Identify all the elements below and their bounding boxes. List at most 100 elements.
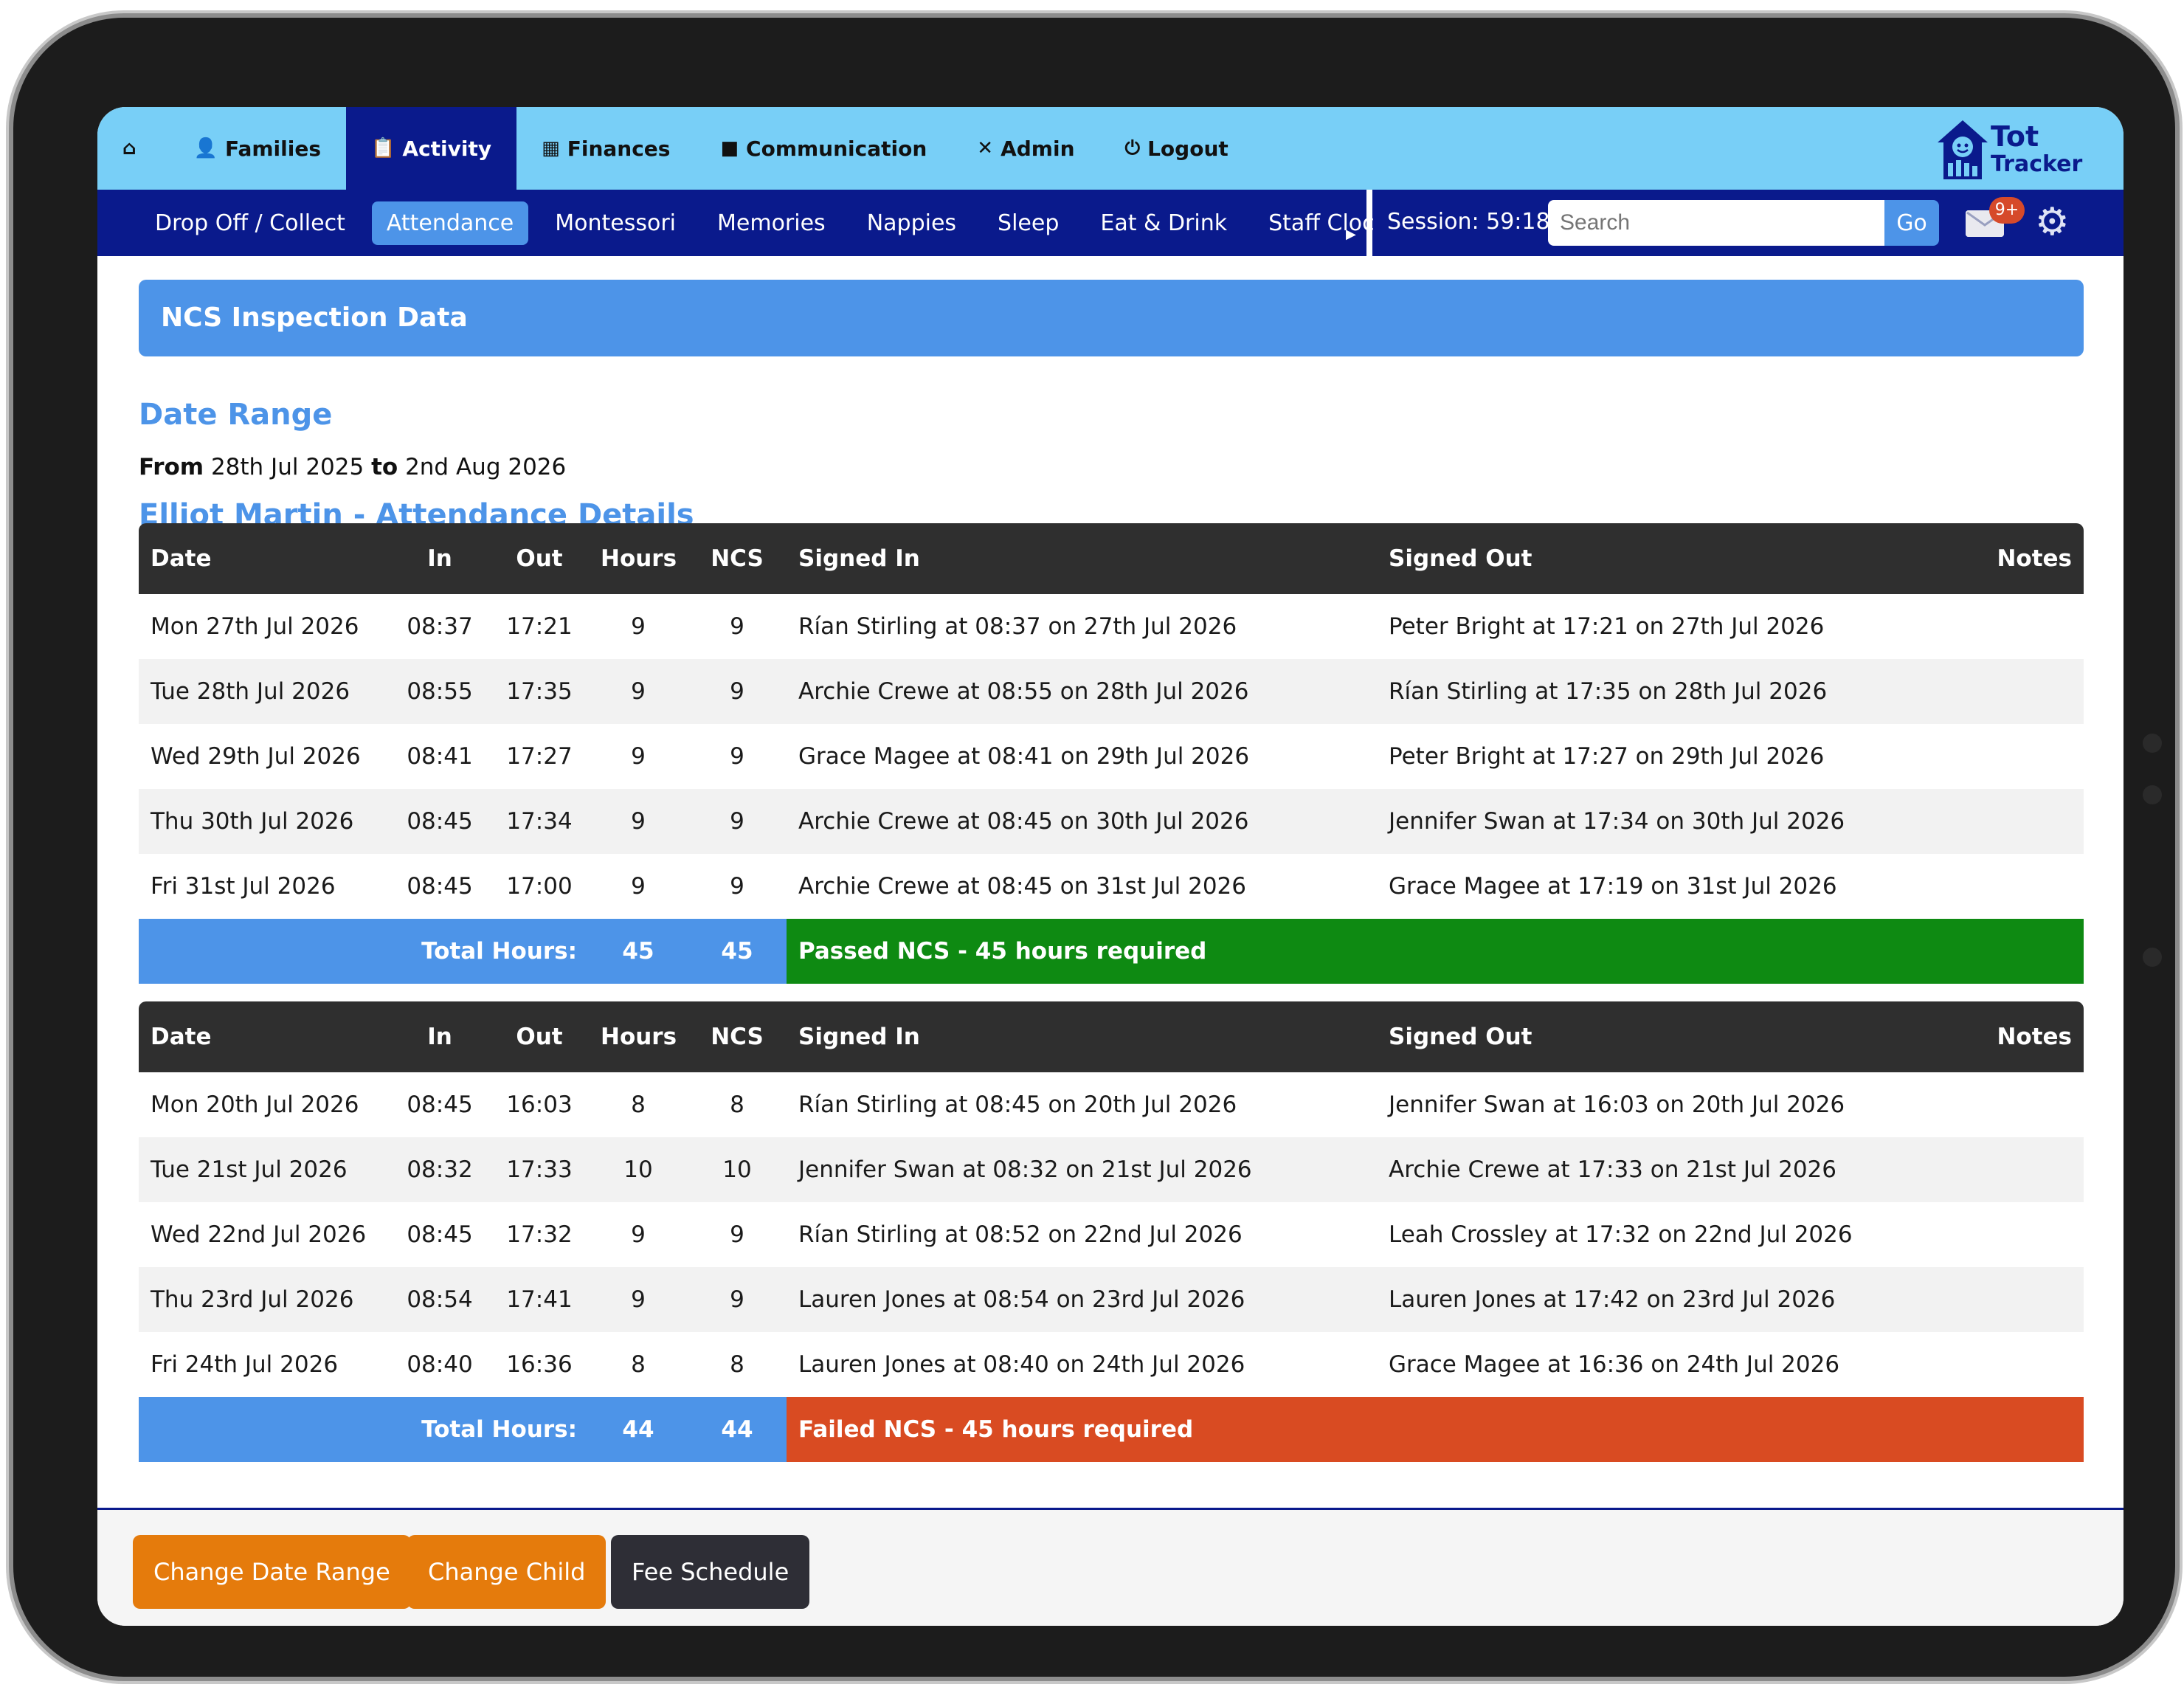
table-row[interactable]: Wed 22nd Jul 2026 08:45 17:32 9 9 Rían Stirli… — [139, 1202, 2084, 1267]
attendance-table: Date In Out Hours NCS Signed In Signed Out Note… — [139, 1001, 2084, 1462]
gear-icon[interactable]: ⚙ — [2035, 200, 2070, 244]
subnav-item-staff-cloc[interactable]: Staff Cloc — [1268, 210, 1375, 236]
subnav-item-sleep[interactable]: Sleep — [998, 210, 1060, 236]
column-header[interactable]: Date — [139, 523, 390, 594]
cell-date: Wed 29th Jul 2026 — [151, 743, 361, 770]
tot-tracker-logo[interactable]: Tot Tracker — [1935, 117, 2082, 181]
subnav-item-montessori[interactable]: Montessori — [555, 210, 677, 236]
cell-signed-in: Lauren Jones at 08:40 on 24th Jul 2026 — [798, 1351, 1245, 1378]
table-row[interactable]: Wed 29th Jul 2026 08:41 17:27 9 9 Grace Magee… — [139, 724, 2084, 789]
topnav-label: Activity — [402, 136, 492, 161]
topnav-item-communication[interactable]: ■ Communication — [695, 107, 952, 190]
cell-out: 17:32 — [506, 1221, 573, 1248]
table-header-row: Date In Out Hours NCS Signed In Signed Out Note… — [139, 523, 2084, 594]
topnav-item-home[interactable]: ⌂ — [97, 107, 169, 190]
cell-in: 08:54 — [390, 1267, 490, 1332]
column-header[interactable]: Signed In — [787, 523, 1377, 594]
cell-notes — [1967, 854, 2084, 919]
subnav-item-drop-off-collect[interactable]: Drop Off / Collect — [155, 210, 345, 236]
topnav-item-families[interactable]: 👤 Families — [169, 107, 346, 190]
cell-date: Mon 27th Jul 2026 — [151, 613, 359, 640]
subnav-item-attendance[interactable]: Attendance — [371, 201, 529, 245]
cell-signed-in: Lauren Jones at 08:54 on 23rd Jul 2026 — [787, 1267, 1377, 1332]
column-header[interactable]: Out — [490, 523, 589, 594]
table-row[interactable]: Tue 28th Jul 2026 08:55 17:35 9 9 Archie Crew… — [139, 659, 2084, 724]
cell-out: 17:34 — [490, 789, 589, 854]
topnav-item-admin[interactable]: ✕ Admin — [952, 107, 1099, 190]
cell-in: 08:40 — [407, 1351, 473, 1378]
table-row[interactable]: Mon 27th Jul 2026 08:37 17:21 9 9 Rían Stirli… — [139, 594, 2084, 659]
column-header[interactable]: Signed Out — [1377, 523, 1967, 594]
search-go-button[interactable]: Go — [1884, 200, 1939, 246]
totals-row: Total Hours: 44 44 Failed NCS - 45 hours re… — [139, 1397, 2084, 1462]
table-row[interactable]: Thu 23rd Jul 2026 08:54 17:41 9 9 Lauren Jone… — [139, 1267, 2084, 1332]
column-header[interactable]: Date — [139, 1001, 390, 1072]
column-header[interactable]: In — [390, 1001, 490, 1072]
cell-notes — [1967, 789, 2084, 854]
power-icon: ⏻ — [1124, 137, 1141, 159]
column-header[interactable]: NCS — [688, 1001, 787, 1072]
side-sensor — [2143, 734, 2162, 753]
cell-in: 08:32 — [390, 1137, 490, 1202]
cell-signed-out: Jennifer Swan at 17:34 on 30th Jul 2026 — [1377, 789, 1967, 854]
side-sensor — [2143, 785, 2162, 804]
change-date-range-button[interactable]: Change Date Range — [133, 1535, 411, 1609]
cell-signed-out: Jennifer Swan at 16:03 on 20th Jul 2026 — [1389, 1091, 1845, 1118]
column-header[interactable]: NCS — [688, 523, 787, 594]
column-header[interactable]: Notes — [1967, 523, 2084, 594]
cell-ncs: 8 — [730, 1091, 744, 1118]
to-label: to — [371, 454, 398, 480]
cell-out: 17:00 — [506, 873, 573, 900]
topnav-item-logout[interactable]: ⏻ Logout — [1100, 107, 1254, 190]
cell-date: Mon 20th Jul 2026 — [151, 1091, 359, 1118]
table-row[interactable]: Tue 21st Jul 2026 08:32 17:33 10 10 Jennifer … — [139, 1137, 2084, 1202]
cell-notes — [1967, 1137, 2084, 1202]
chat-icon: ■ — [720, 137, 739, 159]
total-ncs-value: 45 — [688, 919, 787, 984]
table-row[interactable]: Fri 31st Jul 2026 08:45 17:00 9 9 Archie Crew… — [139, 854, 2084, 919]
fee-schedule-button[interactable]: Fee Schedule — [611, 1535, 810, 1609]
cell-signed-in: Grace Magee at 08:41 on 29th Jul 2026 — [798, 743, 1250, 770]
cell-signed-out: Leah Crossley at 17:32 on 22nd Jul 2026 — [1389, 1221, 1853, 1248]
families-icon: 👤 — [193, 137, 218, 159]
column-header[interactable]: Signed Out — [1377, 1001, 1967, 1072]
total-hours-value: 45 — [589, 919, 688, 984]
topnav-label: Logout — [1147, 136, 1228, 161]
column-header[interactable]: Hours — [589, 1001, 688, 1072]
app-screen: ⌂ 👤 Families 📋 Activity ▦ Finances ■ Communicati… — [97, 107, 2123, 1626]
panel-title: NCS Inspection Data — [139, 280, 2084, 356]
total-hours-value: 44 — [589, 1397, 688, 1462]
cell-signed-out: Grace Magee at 16:36 on 24th Jul 2026 — [1389, 1351, 1840, 1378]
cell-signed-in: Jennifer Swan at 08:32 on 21st Jul 2026 — [787, 1137, 1377, 1202]
subnav-item-memories[interactable]: Memories — [717, 210, 826, 236]
cell-signed-out: Peter Bright at 17:27 on 29th Jul 2026 — [1389, 743, 1825, 770]
subnav-item-nappies[interactable]: Nappies — [866, 210, 957, 236]
column-header[interactable]: In — [390, 523, 490, 594]
clipboard-icon: 📋 — [371, 137, 395, 159]
search-input[interactable] — [1548, 200, 1884, 246]
table-row[interactable]: Thu 30th Jul 2026 08:45 17:34 9 9 Archie Crew… — [139, 789, 2084, 854]
table-row[interactable]: Mon 20th Jul 2026 08:45 16:03 8 8 Rían Stirli… — [139, 1072, 2084, 1137]
cell-ncs: 8 — [730, 1351, 744, 1378]
topnav-label: Finances — [567, 136, 671, 161]
cell-date: Tue 28th Jul 2026 — [139, 659, 390, 724]
cell-out: 16:36 — [506, 1351, 573, 1378]
scroll-right-icon[interactable]: ▶ — [1346, 227, 1356, 242]
from-label: From — [139, 454, 204, 480]
cell-notes — [1967, 1267, 2084, 1332]
ncs-status: Passed NCS - 45 hours required — [787, 919, 2084, 984]
topnav-item-activity[interactable]: 📋 Activity — [346, 107, 517, 190]
cell-out: 17:33 — [490, 1137, 589, 1202]
cell-notes — [1967, 1072, 2084, 1137]
cell-signed-out: Archie Crewe at 17:33 on 21st Jul 2026 — [1377, 1137, 1967, 1202]
column-header[interactable]: Hours — [589, 523, 688, 594]
topnav-item-finances[interactable]: ▦ Finances — [516, 107, 695, 190]
total-ncs-value: 44 — [688, 1397, 787, 1462]
table-row[interactable]: Fri 24th Jul 2026 08:40 16:36 8 8 Lauren Jone… — [139, 1332, 2084, 1397]
change-child-button[interactable]: Change Child — [407, 1535, 607, 1609]
cell-ncs: 9 — [730, 613, 744, 640]
column-header[interactable]: Out — [490, 1001, 589, 1072]
column-header[interactable]: Notes — [1967, 1001, 2084, 1072]
subnav-item-eat-drink[interactable]: Eat & Drink — [1100, 210, 1228, 236]
column-header[interactable]: Signed In — [787, 1001, 1377, 1072]
